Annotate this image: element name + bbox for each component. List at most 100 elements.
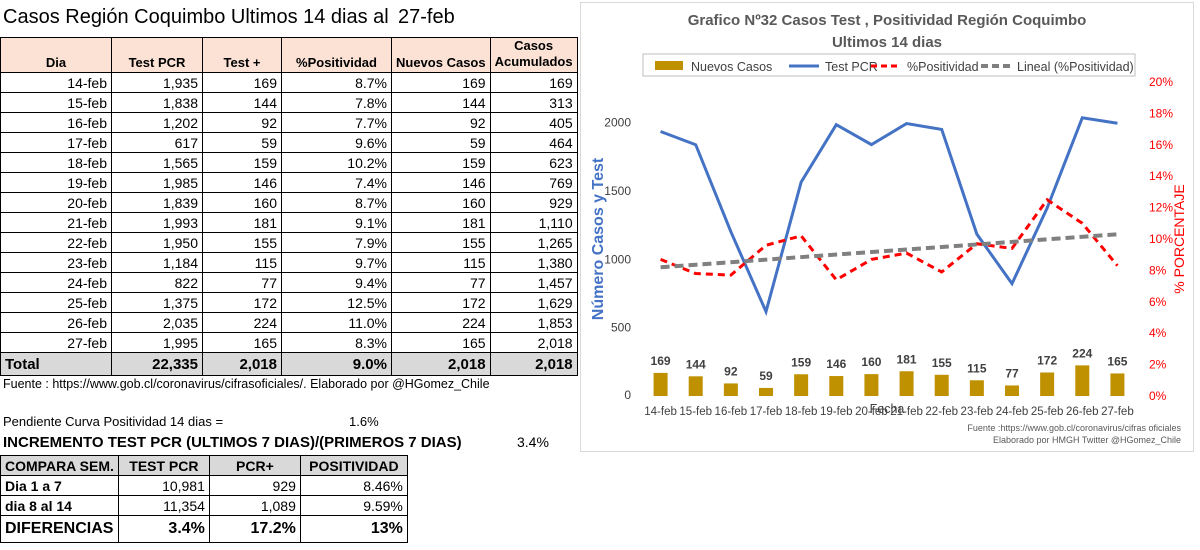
col-acumulados: Casos Acumulados	[489, 37, 578, 73]
table-row: 14-feb 1,935 169 8.7% 169 169	[0, 72, 578, 93]
table-cell: 19-feb	[0, 172, 112, 193]
bar-data-label: 115	[967, 361, 987, 375]
table-cell: 1,375	[111, 292, 203, 313]
bar-nuevos-casos	[1075, 365, 1090, 396]
x-tick-label: 23-feb	[961, 406, 994, 418]
table-cell: 77	[391, 272, 491, 293]
y2-tick-label: 20%	[1149, 75, 1173, 89]
table-cell: 7.8%	[281, 92, 392, 113]
cases-table: Dia Test PCR Test + %Positividad Nuevos …	[0, 37, 578, 376]
table-cell: 9.7%	[281, 252, 392, 273]
table-cell: 144	[391, 92, 491, 113]
x-tick-label: 18-feb	[785, 406, 818, 418]
table-row: 18-feb 1,565 159 10.2% 159 623	[0, 152, 578, 173]
y2-tick-label: 10%	[1149, 232, 1173, 246]
bar-nuevos-casos	[688, 376, 703, 396]
diff-row: DIFERENCIAS 3.4% 17.2% 13%	[0, 515, 408, 543]
table-cell: 144	[202, 92, 282, 113]
table-row: 24-feb 822 77 9.4% 77 1,457	[0, 272, 578, 293]
x-axis-title: Fecha	[870, 402, 905, 416]
table-cell: 8.7%	[281, 72, 392, 93]
compare-cell: dia 8 al 14	[0, 495, 119, 516]
chart-subtitle: Ultimos 14 dias	[832, 34, 942, 51]
total-cell: 2,018	[391, 352, 491, 376]
table-cell: 8.7%	[281, 192, 392, 213]
chart-footer-source: Fuente :https://www.gob.cl/coronavirus/c…	[967, 423, 1181, 433]
table-cell: 8.3%	[281, 332, 392, 353]
table-row: 22-feb 1,950 155 7.9% 155 1,265	[0, 232, 578, 253]
bar-nuevos-casos	[723, 383, 738, 396]
table-cell: 18-feb	[0, 152, 112, 173]
table-cell: 26-feb	[0, 312, 112, 333]
table-row: 17-feb 617 59 9.6% 59 464	[0, 132, 578, 153]
table-cell: 17-feb	[0, 132, 112, 153]
bar-data-label: 155	[932, 356, 952, 370]
table-cell: 23-feb	[0, 252, 112, 273]
y2-tick-label: 2%	[1149, 358, 1167, 372]
table-cell: 165	[202, 332, 282, 353]
bar-nuevos-casos	[1110, 373, 1125, 396]
table-cell: 1,380	[489, 252, 578, 273]
table-row: 27-feb 1,995 165 8.3% 165 2,018	[0, 332, 578, 353]
compare-cell: Dia 1 a 7	[0, 475, 119, 496]
slope-label: Pendiente Curva Positividad 14 dias =	[3, 414, 224, 429]
legend-label: Nuevos Casos	[691, 60, 772, 74]
y-tick-label: 500	[611, 321, 631, 335]
table-cell: 160	[202, 192, 282, 213]
table-cell: 155	[391, 232, 491, 253]
increment-label: INCREMENTO TEST PCR (ULTIMOS 7 DIAS)/(PR…	[3, 434, 462, 451]
bar-nuevos-casos	[759, 387, 773, 396]
table-cell: 25-feb	[0, 292, 112, 313]
table-cell: 15-feb	[0, 92, 112, 113]
y2-tick-label: 16%	[1149, 138, 1173, 152]
table-cell: 7.7%	[281, 112, 392, 133]
table-cell: 20-feb	[0, 192, 112, 213]
diff-cell: 13%	[299, 515, 408, 543]
table-cell: 1,457	[489, 272, 578, 293]
legend-label: Test PCR	[825, 60, 878, 74]
diff-cell: 3.4%	[117, 515, 210, 543]
col-dia: Dia	[0, 37, 112, 73]
table-cell: 617	[111, 132, 203, 153]
table-cell: 169	[489, 72, 578, 93]
table-cell: 181	[391, 212, 491, 233]
table-cell: 155	[202, 232, 282, 253]
table-header-row: Dia Test PCR Test + %Positividad Nuevos …	[0, 37, 578, 73]
bar-data-label: 160	[861, 355, 881, 369]
table-cell: 1,853	[489, 312, 578, 333]
table-row: 26-feb 2,035 224 11.0% 224 1,853	[0, 312, 578, 333]
bar-nuevos-casos	[653, 372, 668, 396]
compare-header-row: COMPARA SEM. TEST PCR PCR+ POSITIVIDAD	[0, 455, 408, 476]
x-tick-label: 15-feb	[679, 406, 712, 418]
total-cell: 9.0%	[281, 352, 392, 376]
y2-tick-label: 14%	[1149, 169, 1173, 183]
bar-data-label: 169	[651, 354, 671, 368]
bar-data-label: 172	[1037, 353, 1057, 367]
table-cell: 1,993	[111, 212, 203, 233]
table-cell: 172	[391, 292, 491, 313]
table-cell: 92	[202, 112, 282, 133]
compare-cell: 1,089	[208, 495, 301, 516]
table-cell: 169	[391, 72, 491, 93]
table-row: 20-feb 1,839 160 8.7% 160 929	[0, 192, 578, 213]
table-cell: 623	[489, 152, 578, 173]
table-cell: 22-feb	[0, 232, 112, 253]
chart-panel: Grafico Nº32 Casos Test , Positividad Re…	[580, 2, 1194, 452]
bar-data-label: 146	[826, 357, 846, 371]
bar-data-label: 159	[791, 355, 811, 369]
total-cell: 2,018	[489, 352, 578, 376]
table-cell: 160	[391, 192, 491, 213]
x-tick-label: 19-feb	[820, 406, 853, 418]
table-cell: 1,995	[111, 332, 203, 353]
bar-nuevos-casos	[829, 376, 844, 396]
table-cell: 1,565	[111, 152, 203, 173]
chart-title: Grafico Nº32 Casos Test , Positividad Re…	[688, 12, 1087, 29]
table-cell: 313	[489, 92, 578, 113]
compare-cell: 8.46%	[299, 475, 408, 496]
y-tick-label: 2000	[604, 116, 631, 130]
x-tick-label: 20-feb	[855, 406, 888, 418]
table-cell: 21-feb	[0, 212, 112, 233]
table-cell: 159	[202, 152, 282, 173]
table-cell: 1,838	[111, 92, 203, 113]
x-tick-label: 22-feb	[925, 406, 958, 418]
